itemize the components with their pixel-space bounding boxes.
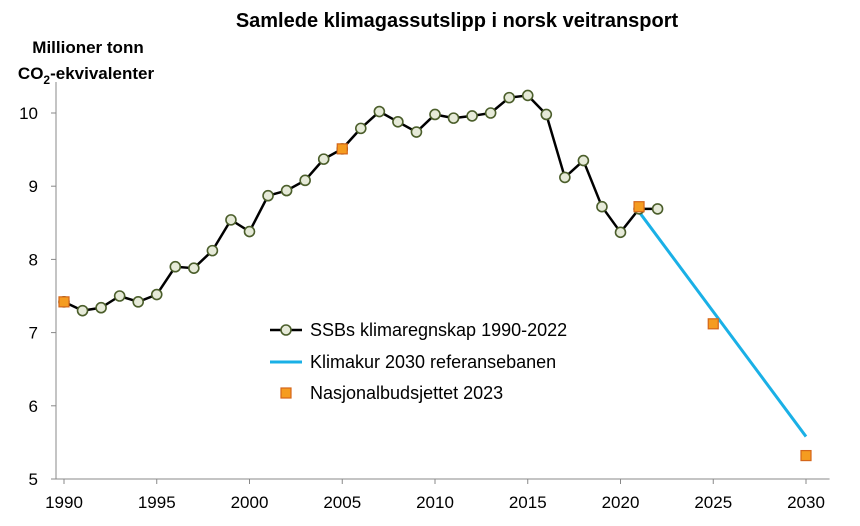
x-tick-label: 2015 xyxy=(509,493,547,512)
nasjonalbudsjett-point xyxy=(800,449,812,462)
x-tick-label: 2000 xyxy=(231,493,269,512)
ssb-point xyxy=(169,260,182,273)
ssb-point xyxy=(484,107,497,119)
x-tick-label: 2010 xyxy=(416,493,454,512)
ssb-point xyxy=(559,171,571,184)
ssb-point xyxy=(225,214,237,226)
legend-swatch-ssb-marker xyxy=(280,324,292,336)
ssb-point xyxy=(373,105,386,118)
nasjonalbudsjett-point xyxy=(707,318,719,330)
ssb-point xyxy=(392,115,404,128)
x-tick-label: 2030 xyxy=(787,493,825,512)
ssb-point xyxy=(447,112,460,124)
chart-title: Samlede klimagassutslipp i norsk veitran… xyxy=(236,10,679,32)
ssb-point xyxy=(540,108,553,121)
y-axis-label-co: CO xyxy=(18,64,44,83)
ssb-point xyxy=(410,126,423,138)
ssb-point xyxy=(299,174,311,187)
x-tick-label: 1990 xyxy=(45,493,83,512)
nasjonalbudsjett-point xyxy=(633,201,645,213)
y-axis-label-line1: Millioner tonn xyxy=(32,38,143,57)
x-tick-label: 2025 xyxy=(694,493,732,512)
x-tick-label: 2020 xyxy=(602,493,640,512)
ssb-point xyxy=(614,226,627,239)
ssb-point xyxy=(503,91,516,104)
ssb-point xyxy=(243,225,256,238)
y-tick-label: 6 xyxy=(29,397,38,416)
ssb-point xyxy=(188,262,200,274)
legend: SSBs klimaregnskap 1990-2022 Klimakur 203… xyxy=(270,320,567,403)
x-tick-label: 2005 xyxy=(323,493,361,512)
ssb-point xyxy=(262,189,274,202)
ssb-point xyxy=(466,110,478,122)
y-tick-label: 8 xyxy=(29,250,38,269)
ssb-point xyxy=(317,153,330,165)
y-tick-label: 10 xyxy=(19,104,38,123)
nasjonalbudsjett-point xyxy=(58,296,70,308)
series-line-klimakur xyxy=(637,210,808,438)
y-tick-label: 9 xyxy=(29,177,38,196)
ssb-point xyxy=(95,301,107,314)
y-tick-label: 5 xyxy=(29,470,38,489)
ssb-point xyxy=(150,288,163,301)
legend-swatch-nasjonalbudsjett xyxy=(280,387,292,399)
plot-area xyxy=(58,89,812,462)
y-axis-label-rest: -ekvivalenter xyxy=(50,64,154,83)
y-axis-label-line2: CO2-ekvivalenter xyxy=(18,64,155,87)
legend-label: SSBs klimaregnskap 1990-2022 xyxy=(310,320,567,340)
y-tick-label: 7 xyxy=(29,324,38,343)
x-tick-label: 1995 xyxy=(138,493,176,512)
nasjonalbudsjett-point xyxy=(336,143,348,155)
ssb-point xyxy=(76,304,89,317)
legend-label: Nasjonalbudsjettet 2023 xyxy=(310,383,503,403)
ssb-point xyxy=(429,108,441,121)
ssb-point xyxy=(521,89,534,102)
ssb-point xyxy=(596,200,608,213)
ssb-point xyxy=(113,290,126,302)
axes: 5 6 7 8 9 10 1990 1995 2000 2005 2010 2015 2020 2025 2… xyxy=(19,82,830,512)
ssb-point xyxy=(651,203,664,215)
ssb-point xyxy=(280,184,293,197)
legend-label: Klimakur 2030 referansebanen xyxy=(310,352,556,372)
ssb-point xyxy=(206,244,219,257)
ssb-point xyxy=(132,296,144,308)
ssb-point xyxy=(354,122,367,135)
y-axis-label-subscript: 2 xyxy=(43,73,50,87)
ssb-point xyxy=(577,154,590,167)
